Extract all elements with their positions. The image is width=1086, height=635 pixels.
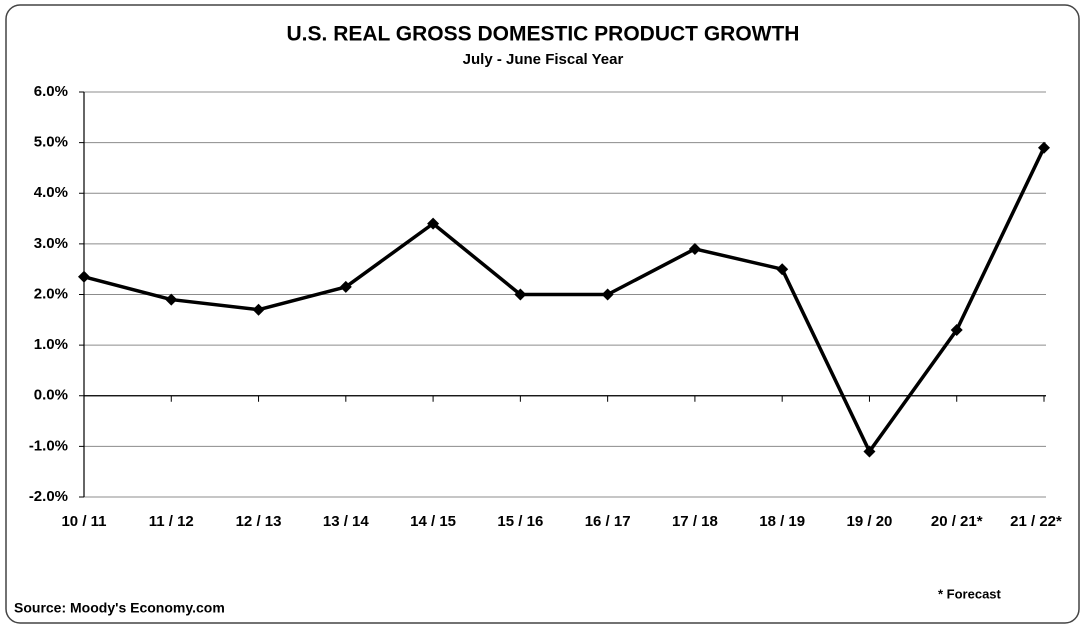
point-marker (863, 445, 876, 458)
point-marker (78, 270, 90, 283)
y-tick-label: -1.0% (29, 437, 68, 454)
footnote: * Forecast (938, 586, 1002, 601)
x-tick-label: 14 / 15 (410, 513, 456, 530)
point-marker (688, 242, 701, 255)
y-tick-label: 1.0% (34, 336, 68, 353)
chart-frame (5, 4, 1080, 624)
point-marker (252, 303, 265, 316)
point-marker (601, 288, 614, 301)
chart-title: U.S. REAL GROSS DOMESTIC PRODUCT GROWTH (287, 23, 800, 46)
x-tick-label: 15 / 16 (497, 513, 543, 530)
point-marker (950, 323, 963, 336)
point-marker (1038, 141, 1050, 154)
x-tick-label: 18 / 19 (759, 513, 805, 530)
point-marker (165, 293, 178, 306)
y-tick-label: 0.0% (34, 387, 68, 404)
source: Source: Moody's Economy.com (14, 600, 225, 616)
x-tick-label: 12 / 13 (236, 513, 282, 530)
y-tick-label: 6.0% (34, 83, 68, 100)
point-marker (776, 263, 789, 276)
point-marker (514, 288, 527, 301)
y-tick-label: -2.0% (29, 488, 68, 505)
x-tick-label: 11 / 12 (149, 513, 194, 530)
x-tick-label: 19 / 20 (847, 513, 893, 530)
point-marker (427, 217, 440, 230)
y-tick-label: 3.0% (34, 235, 68, 252)
x-tick-label: 20 / 21* (931, 513, 983, 530)
x-tick-label: 16 / 17 (585, 513, 631, 530)
point-marker (339, 280, 352, 293)
x-tick-label: 21 / 22* (1010, 513, 1062, 530)
y-tick-label: 2.0% (34, 285, 68, 302)
y-tick-label: 4.0% (34, 184, 68, 201)
x-tick-label: 10 / 11 (61, 513, 106, 530)
x-tick-label: 17 / 18 (672, 513, 718, 530)
x-tick-label: 13 / 14 (323, 513, 370, 530)
chart-subtitle: July - June Fiscal Year (463, 51, 624, 68)
series-line (83, 146, 1046, 454)
y-tick-label: 5.0% (34, 134, 68, 151)
